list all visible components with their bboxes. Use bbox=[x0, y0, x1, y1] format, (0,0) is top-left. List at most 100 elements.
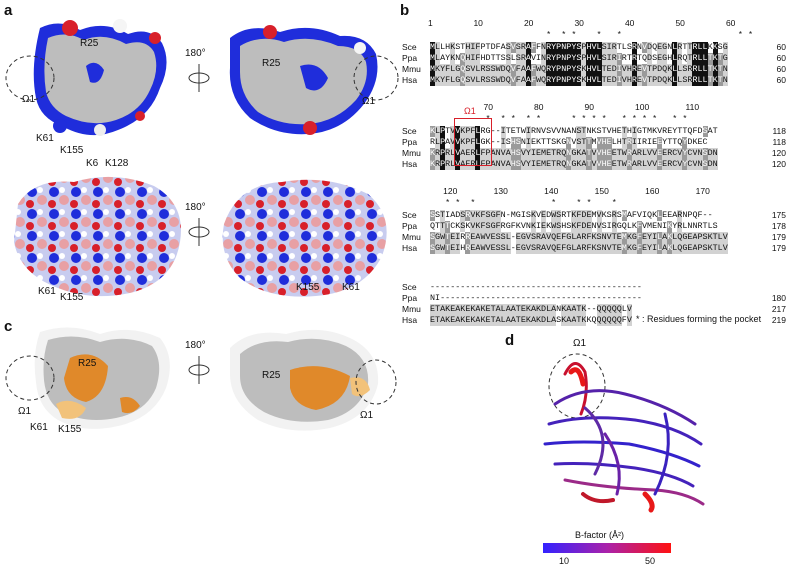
sequence: KRPRLVAERLFPANVAHSVYIEMETRQNGKATVVHEETWR… bbox=[430, 148, 718, 159]
residue: - bbox=[606, 293, 612, 303]
star-cell: * bbox=[682, 114, 688, 124]
residue: N bbox=[500, 210, 506, 220]
residue: V bbox=[500, 148, 506, 159]
residue: N bbox=[541, 42, 547, 53]
residue: A bbox=[455, 304, 461, 315]
residue: S bbox=[485, 64, 491, 75]
residue: Q bbox=[641, 53, 647, 63]
residue: W bbox=[495, 64, 501, 75]
residue: T bbox=[445, 232, 451, 243]
residue: T bbox=[682, 42, 688, 52]
pocket-legend: * : Residues forming the pocket bbox=[636, 314, 762, 324]
residue: I bbox=[631, 137, 637, 148]
residue: R bbox=[581, 243, 587, 254]
residue: E bbox=[535, 148, 542, 159]
residue: S bbox=[430, 243, 436, 254]
residue: A bbox=[495, 315, 501, 326]
residue: V bbox=[455, 148, 461, 159]
residue: Q bbox=[621, 221, 627, 231]
residue: V bbox=[485, 243, 491, 254]
residue: S bbox=[601, 221, 607, 231]
residue: V bbox=[455, 137, 461, 148]
residue: I bbox=[652, 243, 658, 254]
residue: N bbox=[682, 210, 688, 220]
species-name: Hsa bbox=[402, 315, 418, 325]
species-name: Ppa bbox=[402, 293, 418, 303]
residue: E bbox=[515, 232, 521, 243]
residue: I bbox=[606, 42, 612, 53]
residue: A bbox=[525, 53, 531, 64]
residue: L bbox=[505, 232, 511, 243]
residue: A bbox=[566, 304, 572, 315]
residue: T bbox=[687, 42, 693, 53]
residue: R bbox=[561, 210, 567, 220]
residue: L bbox=[596, 42, 602, 53]
residue: G bbox=[505, 221, 511, 231]
residue: D bbox=[657, 64, 663, 75]
sequence-end-number: 60 bbox=[776, 64, 786, 74]
residue: - bbox=[455, 282, 461, 292]
residue: - bbox=[490, 293, 496, 303]
residue: - bbox=[601, 293, 607, 303]
residue: D bbox=[541, 315, 547, 326]
residue: T bbox=[601, 126, 607, 136]
residue: E bbox=[616, 232, 622, 243]
residue: V bbox=[677, 159, 683, 170]
label-rot-a-bottom: 180° bbox=[185, 202, 206, 213]
residue: L bbox=[475, 137, 481, 148]
residue: F bbox=[576, 221, 582, 232]
residue: T bbox=[566, 210, 572, 220]
residue: K bbox=[576, 148, 582, 159]
residue: N bbox=[712, 159, 718, 170]
residue: L bbox=[672, 64, 678, 75]
residue: A bbox=[510, 304, 516, 315]
residue: E bbox=[465, 315, 471, 326]
residue: P bbox=[566, 64, 572, 75]
residue: I bbox=[455, 232, 461, 243]
star-cell: * bbox=[596, 30, 602, 40]
residue: V bbox=[520, 148, 526, 159]
position-tick: 20 bbox=[523, 18, 534, 28]
residue: F bbox=[530, 75, 536, 86]
residue: L bbox=[621, 304, 627, 314]
residue: N bbox=[601, 232, 607, 243]
residue: M bbox=[430, 53, 436, 64]
residue: A bbox=[626, 210, 632, 220]
residue: E bbox=[450, 232, 456, 243]
hydrophobic-surface-left bbox=[5, 327, 170, 429]
residue: V bbox=[500, 159, 506, 170]
residue: S bbox=[500, 232, 506, 243]
residue: K bbox=[430, 126, 436, 137]
residue: S bbox=[596, 232, 602, 243]
alignment-block-4: Sce -------------------------------------… bbox=[402, 252, 786, 332]
sequence: SGWTEIHREAWVESSL-EGVSRAVQEFGLARFKSNVTEMK… bbox=[430, 243, 728, 254]
residue: I bbox=[616, 53, 622, 64]
residue: - bbox=[460, 282, 466, 292]
residue: V bbox=[591, 75, 597, 86]
residue: K bbox=[445, 304, 451, 315]
residue: V bbox=[530, 53, 536, 63]
bfactor-colorbar bbox=[543, 543, 671, 553]
pocket-stars: * * * * * * * bbox=[430, 30, 758, 41]
residue: R bbox=[470, 159, 476, 170]
residue: L bbox=[596, 64, 602, 75]
residue: G bbox=[485, 126, 491, 136]
sequence: NI--------------------------------------… bbox=[430, 293, 642, 304]
residue: S bbox=[490, 64, 496, 75]
label-omega-c-left: Ω1 bbox=[18, 406, 32, 417]
residue: H bbox=[510, 137, 516, 148]
residue: Q bbox=[677, 137, 683, 147]
residue: E bbox=[430, 304, 436, 315]
residue: A bbox=[475, 243, 481, 254]
residue: - bbox=[626, 293, 632, 303]
residue: - bbox=[556, 282, 562, 292]
residue: - bbox=[581, 282, 587, 292]
residue: - bbox=[490, 137, 496, 147]
residue: - bbox=[495, 293, 501, 303]
residue: Y bbox=[440, 75, 446, 86]
residue: I bbox=[455, 243, 461, 254]
residue: C bbox=[450, 221, 456, 231]
residue: L bbox=[657, 210, 663, 221]
residue: H bbox=[611, 126, 617, 136]
residue: E bbox=[662, 159, 668, 170]
